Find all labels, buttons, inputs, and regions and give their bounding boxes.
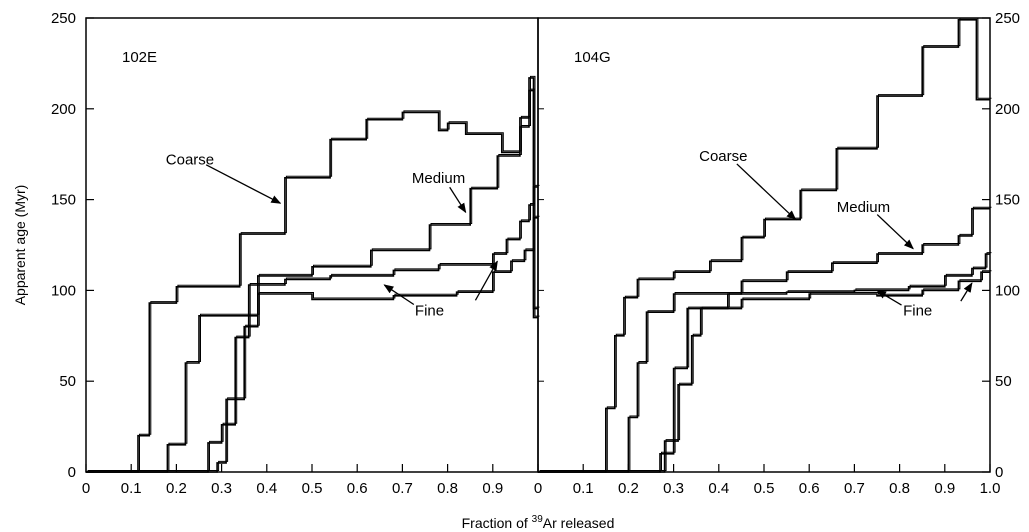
spectrum-series-4	[538, 271, 990, 473]
y-tick-label-right: 150	[995, 192, 1020, 209]
x-tick-label: 0.4	[708, 480, 729, 497]
x-axis-label-sup: 39	[532, 514, 544, 525]
x-tick-label: 0.6	[799, 480, 820, 497]
panels-layer: 102E 0 0.1 0.2 0.3 0.4 0.5 0.6 0.7 0.8 0.9 Coarse Me…	[82, 17, 1001, 497]
y-tick-label-right: 100	[995, 282, 1020, 299]
spectrum-series-4	[86, 217, 538, 473]
panel-102E: 102E 0 0.1 0.2 0.3 0.4 0.5 0.6 0.7 0.8 0.9 Coarse Me…	[82, 17, 540, 497]
annotation-label: Fine	[415, 302, 444, 319]
annotation-label: Coarse	[166, 152, 214, 169]
left-y-axis: 0 50 100 150 200 250	[51, 10, 544, 481]
x-tick-label: 0.6	[347, 480, 368, 497]
annotation-label: Medium	[412, 170, 465, 187]
x-tick-label: 0.2	[618, 480, 639, 497]
y-tick-label-right: 200	[995, 101, 1020, 118]
annotation-arrow	[474, 260, 498, 301]
spectrum-series-3	[86, 186, 538, 473]
x-tick-label: 0.2	[166, 480, 187, 497]
right-y-axis: 0 50 100 150 200 250	[982, 10, 1020, 481]
y-tick-label-right: 250	[995, 10, 1020, 27]
x-tick-label: 0.8	[437, 480, 458, 497]
x-tick-label: 0.4	[256, 480, 277, 497]
spectrum-series-1	[86, 77, 538, 473]
annotation-label: Medium	[837, 199, 890, 216]
x-tick-label: 0.7	[392, 480, 413, 497]
y-tick-label-right: 0	[995, 464, 1003, 481]
annotation-arrow	[876, 289, 902, 306]
spectrum-series-3-trace	[539, 252, 992, 471]
y-tick-label-left: 50	[59, 373, 76, 390]
x-axis-label: Fraction of 39Ar released	[462, 514, 615, 531]
y-tick-label-left: 200	[51, 101, 76, 118]
x-tick-label: 0	[82, 480, 90, 497]
annotation-arrow	[736, 163, 797, 221]
x-tick-label: 0.3	[211, 480, 232, 497]
x-tick-label: 0.9	[482, 480, 503, 497]
annotation-label: Coarse	[699, 148, 747, 165]
spectrum-series-2-trace	[87, 88, 540, 471]
spectrum-series-1	[538, 18, 990, 473]
spectrum-series-2	[86, 89, 538, 473]
spectrum-series-4-trace	[87, 215, 540, 471]
panel-frame	[85, 17, 539, 473]
x-tick-label: 0	[534, 480, 542, 497]
panel-label: 104G	[574, 49, 611, 66]
panel-label: 102E	[122, 49, 157, 66]
annotation-arrow	[449, 186, 467, 214]
y-tick-label-left: 250	[51, 10, 76, 27]
annotation-arrow	[960, 282, 973, 302]
x-tick-label: 0.5	[302, 480, 323, 497]
x-axis-label-post: Ar released	[543, 515, 615, 531]
annotation-arrow	[383, 284, 415, 306]
annotation-arrow	[876, 214, 914, 250]
annotation-label: Fine	[903, 302, 932, 319]
spectrum-series-4-trace	[539, 270, 992, 471]
spectrum-series-1-trace	[539, 17, 992, 471]
panel-104G: 104G 0 0.1 0.2 0.3 0.4 0.5 0.6 0.7 0.8 0.9 1.0 Coars…	[534, 17, 1001, 497]
x-tick-label: 0.5	[754, 480, 775, 497]
x-tick-label: 0.7	[844, 480, 865, 497]
y-tick-label-right: 50	[995, 373, 1012, 390]
x-tick-label: 0.8	[889, 480, 910, 497]
y-tick-label-left: 150	[51, 192, 76, 209]
x-tick-label: 1.0	[980, 480, 1001, 497]
x-tick-label: 0.3	[663, 480, 684, 497]
y-tick-label-left: 100	[51, 282, 76, 299]
spectrum-series-2-trace	[539, 206, 992, 471]
spectrum-series-1-trace	[87, 75, 540, 471]
x-tick-label: 0.9	[934, 480, 955, 497]
y-axis-label: Apparent age (Myr)	[12, 185, 28, 306]
x-tick-label: 0.1	[573, 480, 594, 497]
x-tick-label: 0.1	[121, 480, 142, 497]
spectrum-series-3-trace	[87, 184, 540, 471]
y-tick-label-left: 0	[68, 464, 76, 481]
annotation-arrow	[205, 164, 282, 204]
x-axis-label-pre: Fraction of	[462, 515, 532, 531]
